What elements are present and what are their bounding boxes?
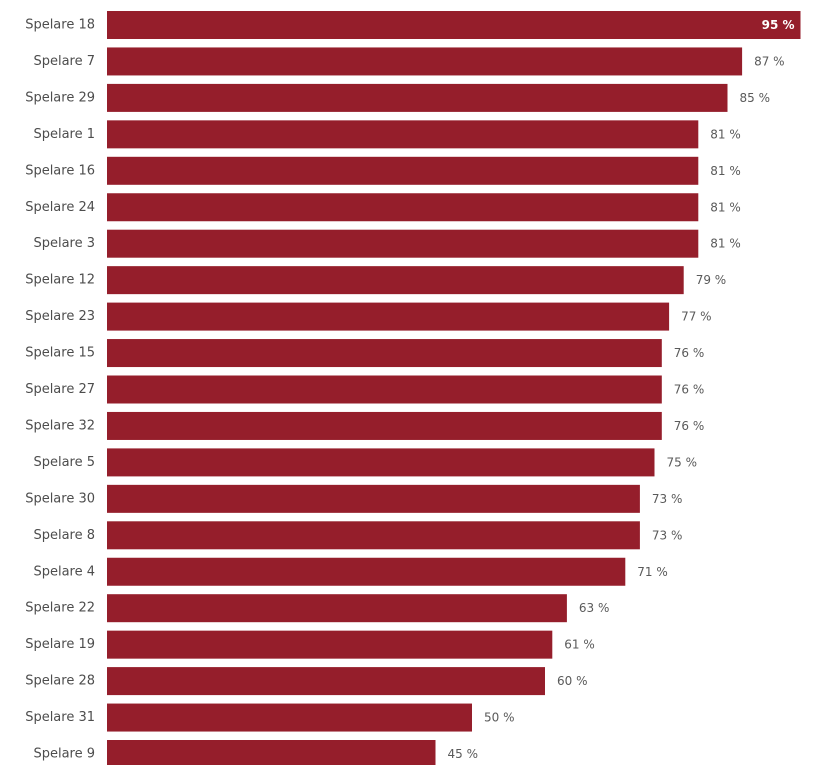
- value-label: 50 %: [484, 711, 515, 725]
- value-label: 60 %: [557, 674, 588, 688]
- value-label: 95 %: [762, 18, 795, 32]
- category-label: Spelare 1: [33, 127, 95, 142]
- value-label: 45 %: [448, 747, 479, 761]
- bar[interactable]: [107, 376, 662, 404]
- category-label: Spelare 5: [33, 455, 95, 470]
- bar[interactable]: [107, 740, 436, 765]
- value-label: 73 %: [652, 528, 683, 542]
- bar[interactable]: [107, 193, 698, 221]
- value-label: 75 %: [667, 455, 698, 469]
- value-label: 81 %: [710, 164, 741, 178]
- category-label: Spelare 24: [25, 200, 95, 215]
- bar[interactable]: [107, 84, 728, 112]
- category-label: Spelare 27: [25, 382, 95, 397]
- category-label: Spelare 30: [25, 491, 95, 506]
- bar[interactable]: [107, 11, 801, 39]
- bar[interactable]: [107, 120, 698, 148]
- bar[interactable]: [107, 631, 552, 659]
- bar[interactable]: [107, 667, 545, 695]
- bar[interactable]: [107, 157, 698, 185]
- bar[interactable]: [107, 558, 625, 586]
- value-label: 73 %: [652, 492, 683, 506]
- value-label: 61 %: [564, 638, 595, 652]
- value-label: 76 %: [674, 419, 705, 433]
- bar[interactable]: [107, 303, 669, 331]
- category-label: Spelare 19: [25, 637, 95, 652]
- bar[interactable]: [107, 485, 640, 513]
- value-label: 71 %: [637, 565, 668, 579]
- category-label: Spelare 28: [25, 674, 95, 689]
- value-label: 81 %: [710, 127, 741, 141]
- category-label: Spelare 15: [25, 346, 95, 361]
- bar[interactable]: [107, 266, 684, 294]
- bar[interactable]: [107, 594, 567, 622]
- category-label: Spelare 12: [25, 273, 95, 288]
- category-label: Spelare 9: [33, 747, 95, 762]
- value-label: 87 %: [754, 54, 785, 68]
- bar[interactable]: [107, 521, 640, 549]
- category-label: Spelare 4: [33, 564, 95, 579]
- category-label: Spelare 22: [25, 601, 95, 616]
- value-label: 85 %: [740, 91, 771, 105]
- bar[interactable]: [107, 704, 472, 732]
- value-label: 63 %: [579, 601, 610, 615]
- bar[interactable]: [107, 339, 662, 367]
- value-label: 79 %: [696, 273, 727, 287]
- category-label: Spelare 29: [25, 90, 95, 105]
- category-label: Spelare 7: [33, 54, 95, 69]
- bar[interactable]: [107, 412, 662, 440]
- category-label: Spelare 8: [33, 528, 95, 543]
- value-label: 77 %: [681, 310, 712, 324]
- value-label: 76 %: [674, 346, 705, 360]
- value-label: 81 %: [710, 237, 741, 251]
- category-label: Spelare 23: [25, 309, 95, 324]
- value-label: 81 %: [710, 200, 741, 214]
- bar[interactable]: [107, 448, 655, 476]
- category-label: Spelare 3: [33, 236, 95, 251]
- category-label: Spelare 18: [25, 18, 95, 33]
- bar[interactable]: [107, 230, 698, 258]
- bar[interactable]: [107, 47, 742, 75]
- value-label: 76 %: [674, 383, 705, 397]
- category-label: Spelare 31: [25, 710, 95, 725]
- category-label: Spelare 16: [25, 163, 95, 178]
- category-label: Spelare 32: [25, 418, 95, 433]
